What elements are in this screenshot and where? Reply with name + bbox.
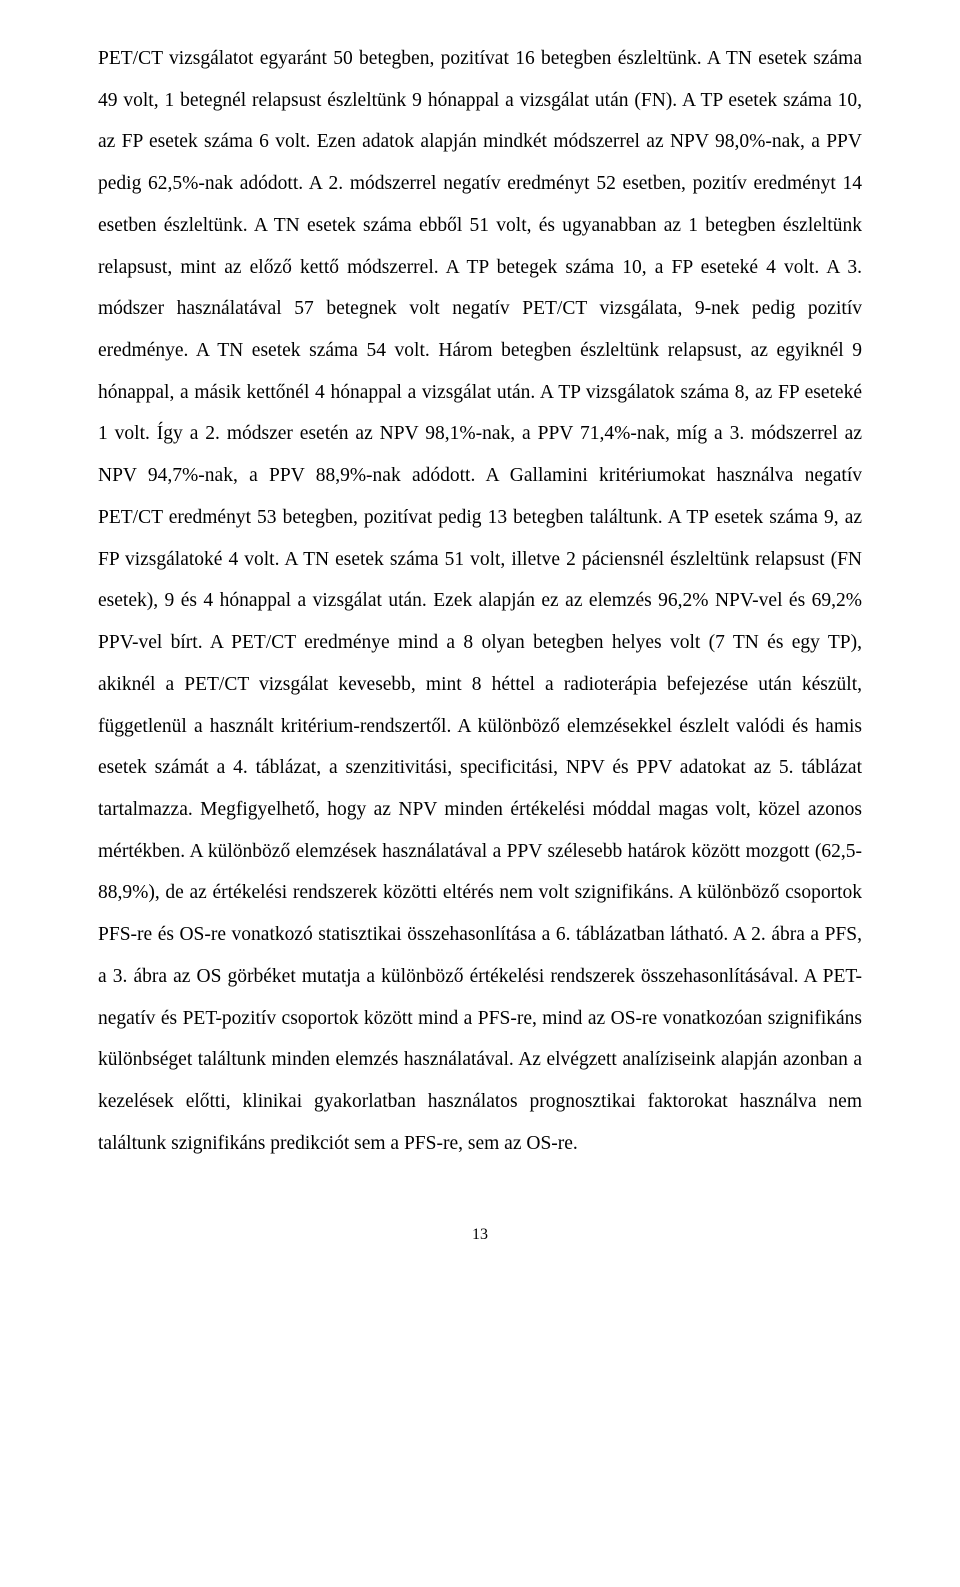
page-number: 13 <box>98 1226 862 1244</box>
body-paragraph: PET/CT vizsgálatot egyaránt 50 betegben,… <box>98 38 862 1164</box>
